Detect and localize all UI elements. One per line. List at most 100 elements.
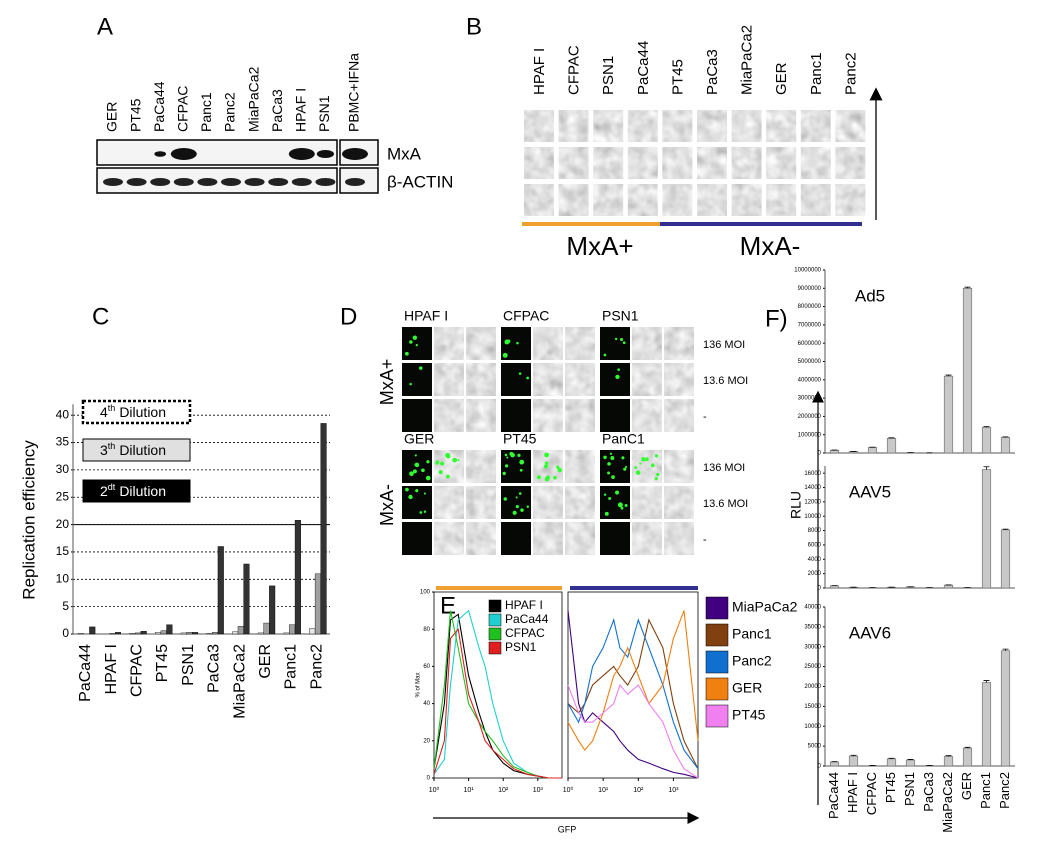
gfp-spot [440,461,445,466]
x-axis-title: GFP [558,824,577,834]
histogram-line [433,627,562,779]
x-tick-label: GER [257,644,274,679]
annotation-box [81,399,192,425]
blot-band [150,178,171,186]
legend-swatch [705,704,729,728]
y-tick-label: 25000 [804,664,821,670]
blot-band [170,148,197,160]
line-label: PanC1 [602,431,645,447]
micrograph [533,486,563,519]
bar [140,631,147,635]
moi-label: - [703,411,707,423]
bar [829,585,840,589]
gfp-spot [553,475,557,480]
micrograph [731,184,762,216]
y-tick-label: 60 [423,664,430,670]
panel-label: C [92,303,109,330]
gfp-spot [557,467,563,473]
gfp-spot [639,462,642,465]
gfp-spot [509,451,514,456]
gfp-spot [650,463,655,468]
bar [217,546,224,635]
bar [943,375,954,454]
plot-frame [433,591,563,779]
blot-band [103,178,123,186]
x-tick-label: GER [959,772,974,800]
micrograph [593,147,624,179]
micrograph [565,450,595,483]
legend-label: PSN1 [505,640,537,654]
line-label: PT45 [669,59,686,95]
line-label: HPAF I [404,308,448,324]
blot-band [345,178,365,186]
bar [212,632,219,635]
line-label: Panc2 [842,52,859,95]
gfp-spot [526,505,530,509]
gfp-spot [526,376,530,380]
micrograph [731,110,762,142]
bar [886,758,897,767]
x-tick-label: CFPAC [864,772,879,815]
micrograph [524,184,554,216]
gfp-spot [544,461,549,465]
error-bar [983,466,990,470]
gfp-spot [502,352,508,358]
error-bar [983,426,990,428]
y-tick-label: 20 [56,517,70,531]
bar [309,628,316,635]
annotation-sup: th [108,441,116,451]
gfp-spot [644,457,649,462]
x-tick-label: CFPAC [128,644,145,697]
gfp-spot [608,497,612,501]
micrograph [664,522,694,555]
micrograph [565,363,595,396]
micrograph [466,486,496,519]
gfp-spot [609,452,613,455]
bar [192,632,199,635]
blot-band [342,148,368,160]
legend-label: PaCa44 [505,612,549,626]
gfp-spot [654,454,659,458]
error-bar [907,759,914,761]
legend-swatch [705,650,729,674]
gfp-spot [502,471,506,476]
bar [314,573,321,635]
bar [848,755,859,767]
bar [829,449,840,454]
chart-title: AAV5 [849,482,891,501]
bar [962,287,973,454]
bar [180,632,187,635]
micrograph [664,450,694,483]
gfp-spot [438,470,443,475]
bar [905,759,916,767]
micrograph [800,147,831,179]
micrograph [466,522,496,555]
legend-label: GER [732,680,762,696]
gfp-spot [405,487,409,492]
gfp-spot [624,503,628,507]
lane-label: Panc1 [198,92,214,132]
group-label: MxA+ [377,359,397,406]
gfp-spot [519,468,523,472]
gfp-spot [425,475,431,481]
lane-label: HPAF I [293,88,309,132]
bar [1000,437,1011,454]
legend-swatch [705,677,729,701]
micrograph [627,147,658,179]
line-label: PT45 [503,431,537,447]
moi-label: - [703,534,707,546]
micrograph [627,184,658,216]
chart-title: Ad5 [855,286,885,305]
micrograph [565,399,595,432]
bar [160,630,167,635]
y-tick-label: 0 [62,626,69,640]
bar [981,682,992,767]
line-label: PaCa44 [635,41,652,95]
y-tick-label: 8000 [808,528,822,534]
annotation-number: 2 [100,483,108,499]
gfp-spot [518,492,522,495]
micrograph [593,110,624,142]
gfp-spot [518,372,522,375]
gfp-spot [435,460,440,465]
gfp-spot [611,475,615,479]
